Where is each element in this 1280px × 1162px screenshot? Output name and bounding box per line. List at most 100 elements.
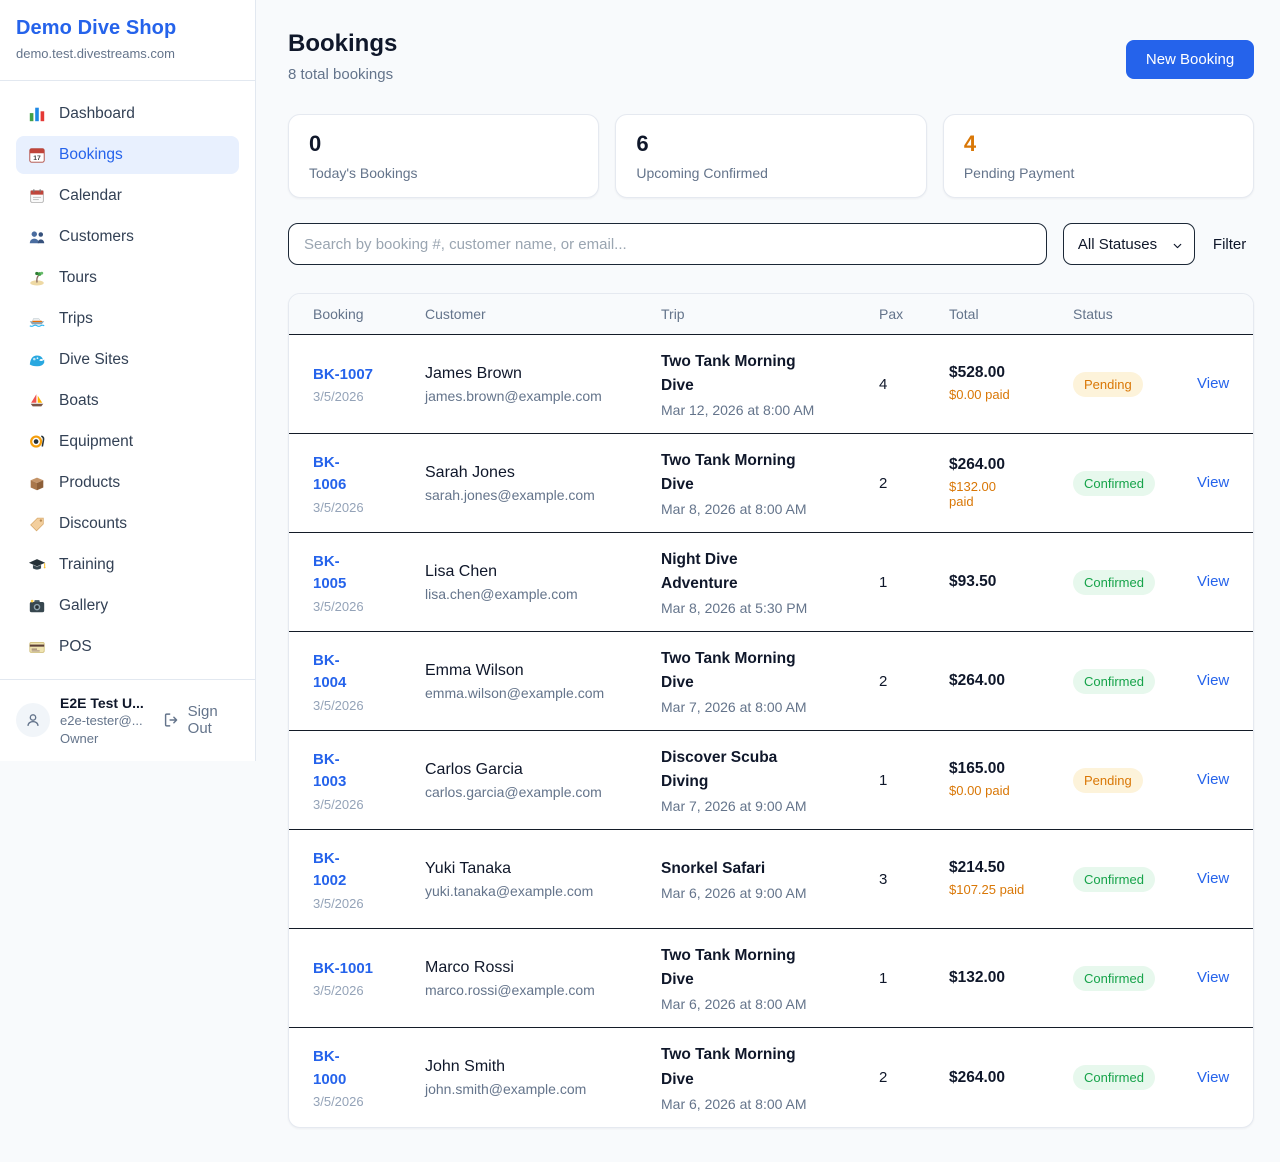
customer-name: Marco Rossi [425, 958, 514, 976]
booking-id-link[interactable]: BK-1006 [313, 453, 347, 494]
sidebar-item-label: Dive Sites [59, 351, 129, 368]
sidebar-item-label: Equipment [59, 433, 134, 450]
sidebar-item-bookings[interactable]: 17 Bookings [16, 136, 239, 174]
training-icon [28, 556, 46, 574]
equipment-icon [28, 433, 46, 451]
shop-domain: demo.test.divestreams.com [16, 46, 175, 61]
view-link[interactable]: View [1197, 969, 1230, 986]
customer-name: John Smith [425, 1058, 506, 1075]
trip-name: Two Tank Morning Dive [661, 946, 796, 988]
sidebar-item-discounts[interactable]: Discounts [16, 505, 239, 543]
column-header-customer: Customer [425, 306, 486, 322]
pos-icon [28, 638, 46, 656]
sign-out-icon [162, 711, 180, 729]
sidebar-item-label: Dashboard [59, 105, 135, 122]
total-amount: $93.50 [949, 573, 997, 590]
sidebar-item-training[interactable]: Training [16, 546, 239, 584]
booking-date: 3/5/2026 [313, 796, 364, 812]
booking-id-link[interactable]: BK-1002 [313, 849, 347, 890]
view-link[interactable]: View [1197, 870, 1230, 887]
booking-id-link[interactable]: BK-1000 [313, 1048, 347, 1088]
customers-icon [28, 228, 46, 246]
trip-datetime: Mar 7, 2026 at 9:00 AM [661, 798, 807, 815]
sidebar-item-label: Discounts [59, 515, 128, 532]
booking-id-link[interactable]: BK-1005 [313, 552, 347, 593]
sign-out-label: Sign Out [187, 703, 218, 738]
sidebar-item-label: Boats [59, 392, 99, 409]
table-row: BK-1005 3/5/2026 Lisa Chen lisa.chen@exa… [289, 533, 1254, 632]
total-amount: $214.50 [949, 859, 1006, 876]
column-header-total: Total [949, 306, 979, 322]
filter-button[interactable]: Filter [1212, 235, 1247, 253]
pax-count: 3 [879, 870, 888, 888]
stat-value: 0 [309, 131, 322, 156]
status-badge: Pending [1073, 767, 1143, 793]
sidebar-nav: Dashboard 17 Bookings Calendar Customers… [0, 81, 255, 675]
bookings-icon: 17 [28, 146, 46, 164]
customer-name: James Brown [425, 364, 522, 382]
sidebar-item-tours[interactable]: Tours [16, 259, 239, 297]
sidebar-item-pos[interactable]: POS [16, 628, 239, 666]
status-filter-select[interactable]: All Statuses [1062, 223, 1195, 265]
booking-id-link[interactable]: BK-1007 [313, 365, 374, 383]
sign-out-button[interactable]: Sign Out [162, 703, 239, 737]
table-row: BK-1007 3/5/2026 James Brown james.brown… [289, 335, 1254, 434]
boats-icon [28, 392, 46, 410]
booking-id-link[interactable]: BK-1003 [313, 750, 347, 791]
customer-name: Lisa Chen [425, 562, 498, 580]
sidebar-item-equipment[interactable]: Equipment [16, 423, 239, 461]
sidebar-item-dashboard[interactable]: Dashboard [16, 95, 239, 133]
table-row: BK-1003 3/5/2026 Carlos Garcia carlos.ga… [289, 731, 1254, 830]
sidebar-item-customers[interactable]: Customers [16, 218, 239, 256]
pax-count: 1 [879, 573, 888, 591]
total-amount: $264.00 [949, 455, 1006, 473]
view-link[interactable]: View [1197, 1068, 1230, 1086]
trip-datetime: Mar 12, 2026 at 8:00 AM [661, 402, 815, 419]
booking-date: 3/5/2026 [313, 1094, 364, 1109]
sidebar-item-gallery[interactable]: Gallery [16, 587, 239, 625]
sidebar-item-trips[interactable]: Trips [16, 300, 239, 338]
view-link[interactable]: View [1197, 573, 1230, 590]
pax-count: 1 [879, 969, 888, 987]
trip-name: Discover Scuba Diving [661, 748, 778, 790]
stat-card-upcoming-confirmed: 6 Upcoming Confirmed [615, 114, 927, 198]
user-icon [24, 711, 42, 729]
total-amount: $132.00 [949, 969, 1006, 986]
status-badge: Confirmed [1073, 866, 1155, 892]
customer-name: Yuki Tanaka [425, 859, 511, 877]
user-name: E2E Test U... [60, 695, 144, 711]
sidebar-item-products[interactable]: Products [16, 464, 239, 502]
view-link[interactable]: View [1197, 474, 1230, 491]
total-amount: $264.00 [949, 1068, 1006, 1086]
column-header-pax: Pax [879, 306, 904, 322]
dashboard-icon [28, 105, 46, 123]
stat-label: Pending Payment [963, 165, 1075, 181]
shop-name: Demo Dive Shop [16, 17, 177, 39]
view-link[interactable]: View [1197, 672, 1230, 689]
bookings-table: Booking Customer Trip Pax Total Status B… [288, 293, 1255, 1128]
sidebar-item-dive-sites[interactable]: Dive Sites [16, 341, 239, 379]
sidebar-header: Demo Dive Shop demo.test.divestreams.com [0, 0, 255, 81]
sidebar-item-label: Products [59, 474, 121, 491]
calendar-icon [28, 187, 46, 205]
new-booking-button[interactable]: New Booking [1125, 40, 1255, 79]
view-link[interactable]: View [1197, 771, 1230, 788]
customer-email: lisa.chen@example.com [425, 585, 578, 602]
sidebar-item-boats[interactable]: Boats [16, 382, 239, 420]
avatar [16, 703, 50, 738]
booking-id-link[interactable]: BK-1004 [313, 651, 347, 692]
pax-count: 2 [879, 474, 888, 492]
search-input[interactable] [288, 223, 1047, 265]
booking-id-link[interactable]: BK-1001 [313, 959, 374, 977]
sidebar-item-calendar[interactable]: Calendar [16, 177, 239, 215]
view-link[interactable]: View [1197, 375, 1230, 392]
total-amount: $165.00 [949, 760, 1006, 777]
stats-row: 0 Today's Bookings 6 Upcoming Confirmed … [288, 114, 1255, 198]
table-row: BK-1001 3/5/2026 Marco Rossi marco.rossi… [289, 929, 1254, 1028]
trips-icon [28, 310, 46, 328]
user-role: Owner [60, 730, 99, 746]
stat-label: Today's Bookings [309, 165, 418, 181]
sidebar-item-label: Customers [59, 228, 134, 245]
status-filter: All Statuses [1062, 223, 1195, 265]
pax-count: 1 [879, 771, 888, 789]
